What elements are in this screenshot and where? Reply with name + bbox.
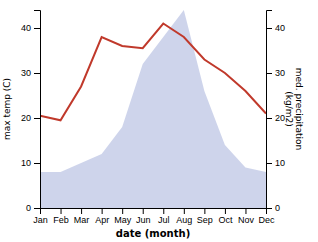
- tick-label: 0: [275, 203, 280, 213]
- axis-line: [267, 11, 273, 209]
- tick-label: 20: [275, 113, 285, 123]
- tick: Apr: [95, 208, 109, 225]
- tick-mark: [266, 73, 272, 74]
- x-axis-title: date (month): [116, 228, 190, 239]
- tick-mark: [204, 208, 205, 214]
- tick: May: [114, 208, 132, 225]
- tick: Nov: [238, 208, 255, 225]
- tick: 20: [266, 113, 285, 123]
- y2-axis-title: med. precipitation(kg/m2): [284, 68, 304, 150]
- tick-mark: [102, 208, 103, 214]
- tick-mark: [34, 28, 40, 29]
- y-axis-title: max temp (C): [2, 78, 12, 140]
- tick-mark: [34, 163, 40, 164]
- tick-label: Jan: [33, 215, 48, 225]
- chart: JanFebMarAprMayJunJulAugSepOctNovDec0102…: [0, 0, 318, 242]
- tick-mark: [163, 208, 164, 214]
- tick: Aug: [176, 208, 192, 225]
- tick-label: Sep: [197, 215, 213, 225]
- tick-label: Apr: [95, 215, 109, 225]
- tick-mark: [81, 208, 82, 214]
- tick: 30: [21, 68, 40, 78]
- tick-mark: [225, 208, 226, 214]
- tick-mark: [266, 118, 272, 119]
- tick-label: Jul: [158, 215, 170, 225]
- tick: Oct: [218, 208, 233, 225]
- tick: Sep: [197, 208, 213, 225]
- y2-axis-title-line: med. precipitation: [294, 68, 304, 150]
- tick-mark: [266, 28, 272, 29]
- plot: JanFebMarAprMayJunJulAugSepOctNovDec0102…: [21, 10, 285, 225]
- tick-mark: [34, 208, 40, 209]
- tick-label: Mar: [74, 215, 90, 225]
- tick-mark: [184, 208, 185, 214]
- tick-label: Feb: [53, 215, 69, 225]
- tick: 0: [26, 203, 40, 213]
- tick: Jul: [158, 208, 170, 225]
- tick: 20: [21, 113, 40, 123]
- tick-label: 0: [26, 203, 31, 213]
- tick-label: 10: [21, 158, 31, 168]
- y2-axis: 0 10 20 30 40: [266, 11, 285, 214]
- tick: 10: [21, 158, 40, 168]
- tick: Feb: [53, 208, 69, 225]
- tick-label: Nov: [238, 215, 255, 225]
- tick-mark: [34, 73, 40, 74]
- axis-line: [41, 209, 267, 215]
- tick-mark: [266, 163, 272, 164]
- tick: Dec: [258, 208, 275, 225]
- tick: Mar: [74, 208, 90, 225]
- tick: 10: [266, 158, 285, 168]
- tick: 40: [21, 23, 40, 33]
- tick-mark: [266, 208, 272, 209]
- tick: 40: [266, 23, 285, 33]
- y-axis: 0 10 20 30 40: [21, 11, 41, 214]
- tick-label: 40: [21, 23, 31, 33]
- tick-label: 30: [21, 68, 31, 78]
- tick-label: 30: [275, 68, 285, 78]
- tick: 30: [266, 68, 285, 78]
- tick-mark: [122, 208, 123, 214]
- marks: [40, 10, 266, 208]
- tick-label: 40: [275, 23, 285, 33]
- tick-label: Dec: [258, 215, 275, 225]
- tick: Jan: [33, 208, 48, 225]
- temperature-line: [40, 24, 266, 121]
- tick-mark: [34, 118, 40, 119]
- tick-label: May: [114, 215, 132, 225]
- x-axis: Jan Feb Mar Apr May Jun Jul Aug Sep Oct NovDec: [33, 208, 275, 225]
- tick-label: Oct: [218, 215, 233, 225]
- tick-label: Aug: [176, 215, 192, 225]
- tick-mark: [61, 208, 62, 214]
- tick: Jun: [136, 208, 151, 225]
- tick-mark: [143, 208, 144, 214]
- tick-label: Jun: [136, 215, 151, 225]
- y2-axis-title-line: (kg/m2): [284, 91, 294, 126]
- tick-label: 10: [275, 158, 285, 168]
- precipitation-area: [40, 10, 266, 208]
- tick-label: 20: [21, 113, 31, 123]
- tick-mark: [245, 208, 246, 214]
- axis-line: [34, 11, 41, 209]
- tick: 0: [266, 203, 280, 213]
